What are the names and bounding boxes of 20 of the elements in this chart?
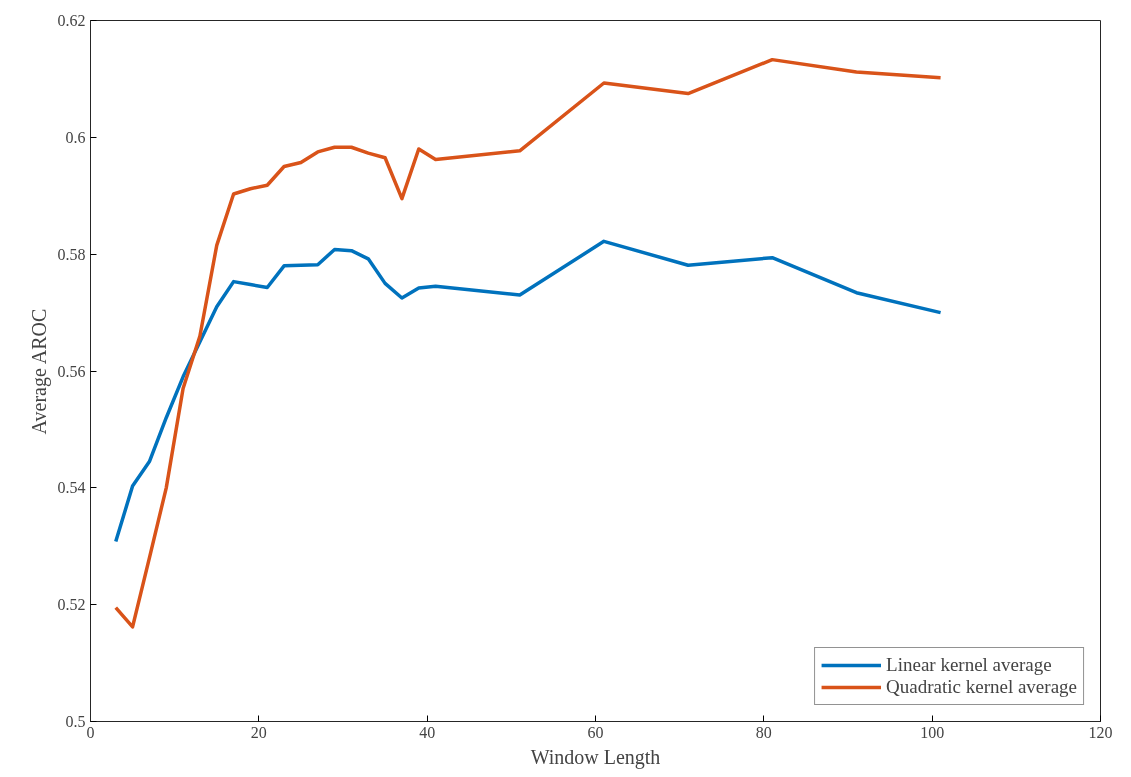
x-tick-label: 0: [86, 723, 95, 741]
x-tick-label: 60: [587, 723, 604, 741]
y-tick-label: 0.6: [65, 128, 86, 146]
y-tick-label: 0.56: [57, 362, 86, 380]
legend-label: Quadratic kernel average: [886, 676, 1077, 698]
x-tick-label: 100: [920, 723, 945, 741]
y-tick-label: 0.5: [65, 713, 86, 730]
y-axis-title: Average AROC: [27, 308, 51, 435]
x-tick-label: 120: [1088, 723, 1113, 741]
y-tick-label: 0.52: [57, 596, 86, 614]
legend-label: Linear kernel average: [886, 654, 1052, 676]
x-axis-title: Window Length: [530, 745, 661, 769]
x-tick-label: 20: [250, 723, 267, 741]
x-tick-label: 80: [755, 723, 772, 741]
y-tick-label: 0.62: [57, 12, 86, 29]
y-tick-label: 0.54: [57, 479, 86, 497]
line-series: [114, 57, 943, 629]
x-tick-label: 40: [419, 723, 436, 741]
line-series: [114, 239, 943, 544]
y-tick-label: 0.58: [57, 245, 86, 263]
